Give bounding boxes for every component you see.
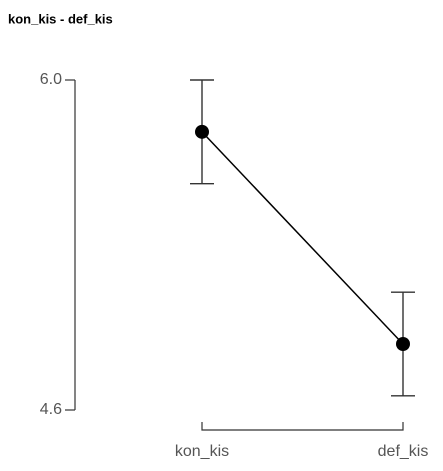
x-tick-label: def_kis [378,443,429,460]
point [396,337,410,351]
line [201,131,404,345]
x-axis [201,422,404,431]
chart-title: kon_kis - def_kis [8,11,113,26]
point [195,124,209,139]
y-tick-label: 4.6 [40,401,62,418]
y-tick-label: 6.0 [40,71,62,88]
x-tick-label: kon_kis [175,443,229,460]
